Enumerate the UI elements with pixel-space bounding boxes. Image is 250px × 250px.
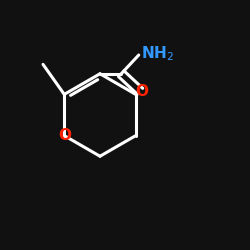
Text: NH$_2$: NH$_2$: [141, 44, 174, 63]
Text: O: O: [58, 128, 71, 143]
Text: O: O: [135, 84, 148, 99]
